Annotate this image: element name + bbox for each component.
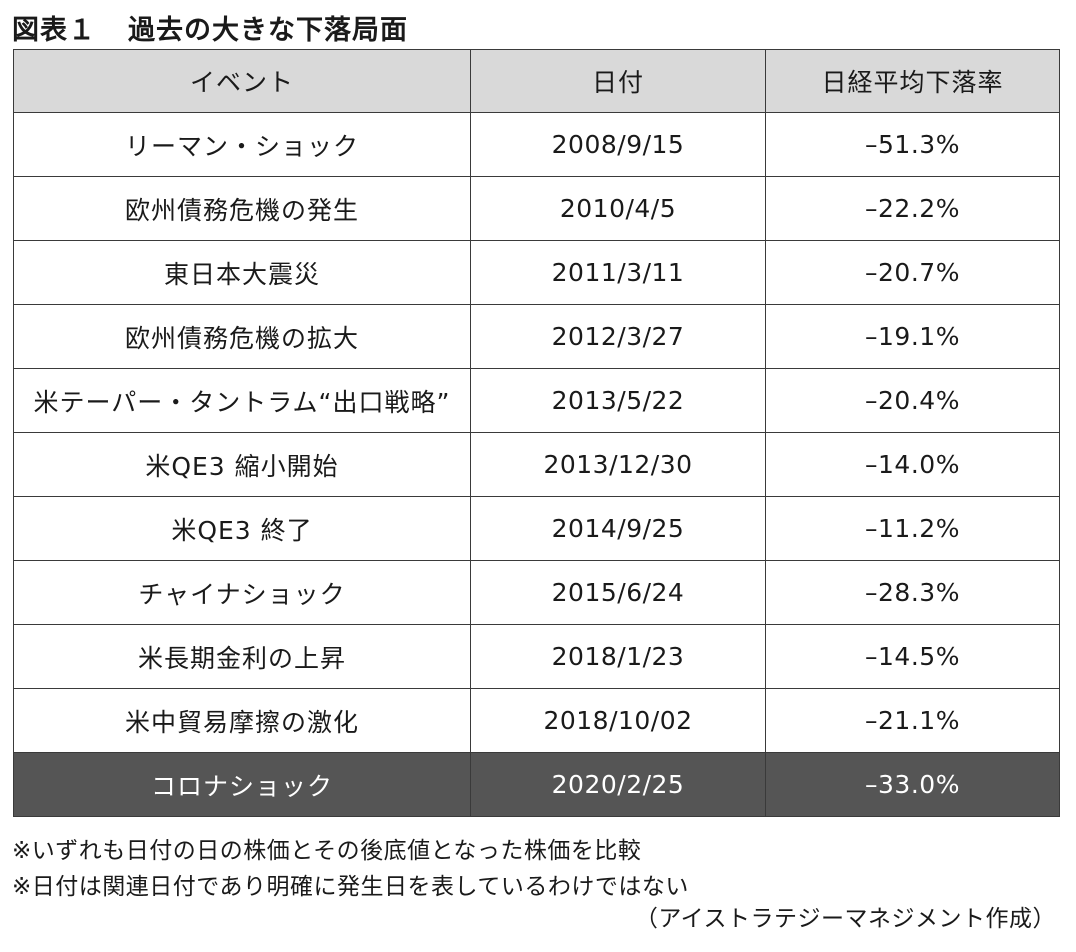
decline-cell: –28.3% <box>765 560 1060 625</box>
market-decline-table: イベント 日付 日経平均下落率 リーマン・ショック 2008/9/15 –51.… <box>13 49 1060 817</box>
table-row: 米テーパー・タントラム“出口戦略” 2013/5/22 –20.4% <box>13 368 1060 433</box>
table-header-row: イベント 日付 日経平均下落率 <box>13 49 1060 113</box>
decline-cell: –22.2% <box>765 176 1060 241</box>
event-cell: チャイナショック <box>13 560 471 625</box>
source-credit: （アイストラテジーマネジメント作成） <box>634 906 1056 932</box>
event-cell: リーマン・ショック <box>13 112 471 177</box>
event-cell: 米中貿易摩擦の激化 <box>13 688 471 753</box>
date-cell: 2014/9/25 <box>470 496 766 561</box>
figure-title-text: 過去の大きな下落局面 <box>128 15 408 46</box>
header-date: 日付 <box>470 49 766 113</box>
event-cell: 米テーパー・タントラム“出口戦略” <box>13 368 471 433</box>
table-row-highlighted: コロナショック 2020/2/25 –33.0% <box>13 752 1060 817</box>
event-cell: 米QE3 縮小開始 <box>13 432 471 497</box>
date-cell: 2008/9/15 <box>470 112 766 177</box>
date-cell: 2020/2/25 <box>470 752 766 817</box>
decline-cell: –14.0% <box>765 432 1060 497</box>
date-cell: 2010/4/5 <box>470 176 766 241</box>
table-row: 欧州債務危機の発生 2010/4/5 –22.2% <box>13 176 1060 241</box>
footnote: ※日付は関連日付であり明確に発生日を表しているわけではない <box>12 874 689 900</box>
figure-label: 図表１ <box>12 15 96 46</box>
date-cell: 2012/3/27 <box>470 304 766 369</box>
table-row: 欧州債務危機の拡大 2012/3/27 –19.1% <box>13 304 1060 369</box>
decline-cell: –19.1% <box>765 304 1060 369</box>
table-row: 米QE3 縮小開始 2013/12/30 –14.0% <box>13 432 1060 497</box>
event-cell: 米長期金利の上昇 <box>13 624 471 689</box>
event-cell: 欧州債務危機の発生 <box>13 176 471 241</box>
table-row: 米QE3 終了 2014/9/25 –11.2% <box>13 496 1060 561</box>
footnote: ※いずれも日付の日の株価とその後底値となった株価を比較 <box>12 838 642 864</box>
event-cell: コロナショック <box>13 752 471 817</box>
decline-cell: –20.7% <box>765 240 1060 305</box>
decline-cell: –33.0% <box>765 752 1060 817</box>
figure-title: 図表１ 過去の大きな下落局面 <box>12 8 408 47</box>
date-cell: 2018/1/23 <box>470 624 766 689</box>
table-row: チャイナショック 2015/6/24 –28.3% <box>13 560 1060 625</box>
table-row: 東日本大震災 2011/3/11 –20.7% <box>13 240 1060 305</box>
table-row: 米中貿易摩擦の激化 2018/10/02 –21.1% <box>13 688 1060 753</box>
date-cell: 2013/5/22 <box>470 368 766 433</box>
date-cell: 2011/3/11 <box>470 240 766 305</box>
date-cell: 2015/6/24 <box>470 560 766 625</box>
event-cell: 東日本大震災 <box>13 240 471 305</box>
corner-decoration <box>995 0 1076 49</box>
decline-cell: –11.2% <box>765 496 1060 561</box>
event-cell: 米QE3 終了 <box>13 496 471 561</box>
table-row: 米長期金利の上昇 2018/1/23 –14.5% <box>13 624 1060 689</box>
footnotes: ※いずれも日付の日の株価とその後底値となった株価を比較 ※日付は関連日付であり明… <box>12 833 689 905</box>
header-decline: 日経平均下落率 <box>765 49 1060 113</box>
event-cell: 欧州債務危機の拡大 <box>13 304 471 369</box>
header-event: イベント <box>13 49 471 113</box>
date-cell: 2013/12/30 <box>470 432 766 497</box>
decline-cell: –20.4% <box>765 368 1060 433</box>
decline-cell: –21.1% <box>765 688 1060 753</box>
decline-cell: –51.3% <box>765 112 1060 177</box>
decline-cell: –14.5% <box>765 624 1060 689</box>
date-cell: 2018/10/02 <box>470 688 766 753</box>
table-row: リーマン・ショック 2008/9/15 –51.3% <box>13 112 1060 177</box>
